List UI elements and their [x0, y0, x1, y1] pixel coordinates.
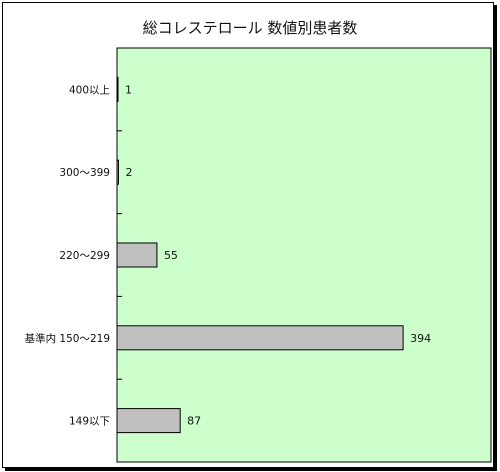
- bar: [116, 325, 404, 351]
- data-label: 55: [164, 249, 178, 262]
- category-label: 400以上: [69, 84, 110, 96]
- bar: [116, 408, 181, 434]
- category-label: 149以下: [69, 416, 110, 428]
- chart-title: 総コレステロール 数値別患者数: [143, 19, 358, 37]
- y-axis-ticks: [117, 130, 122, 380]
- data-label: 2: [125, 166, 132, 179]
- bar: [116, 242, 158, 268]
- bar: [116, 159, 119, 185]
- data-label: 394: [410, 332, 431, 345]
- data-label: 1: [125, 83, 132, 96]
- bar: [116, 76, 119, 102]
- value-labels: 1 2 55 394 87: [125, 83, 431, 427]
- data-label: 87: [187, 415, 201, 428]
- plot-area: [116, 47, 492, 463]
- category-label: 220〜299: [59, 250, 110, 262]
- bars: [116, 76, 404, 434]
- category-labels: 400以上 300〜399 220〜299 基準内 150〜219 149以下: [25, 84, 110, 427]
- category-label: 300〜399: [59, 167, 110, 179]
- category-label: 基準内 150〜219: [25, 332, 110, 345]
